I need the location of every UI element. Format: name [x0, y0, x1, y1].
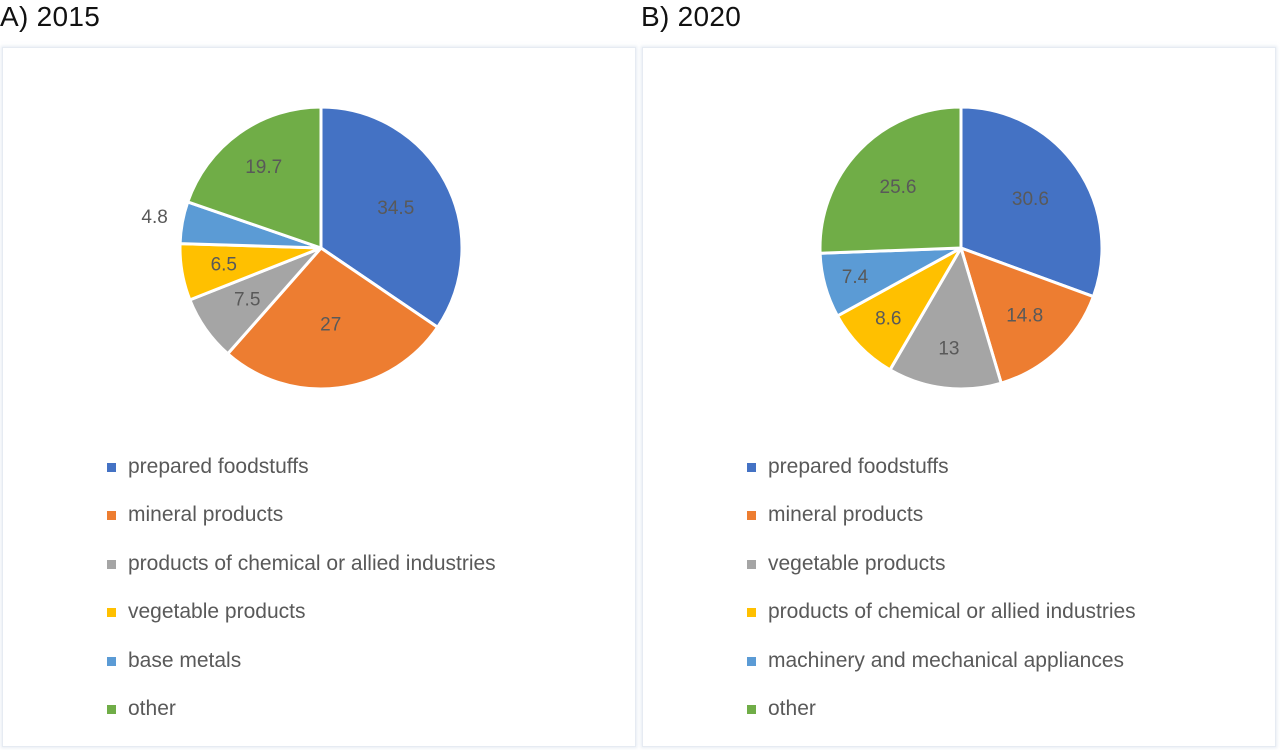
- pie-data-label: 34.5: [377, 198, 414, 219]
- legend-label: other: [768, 696, 816, 720]
- pie-slice-vegetable-products: [888, 246, 1003, 391]
- legend-item: products of chemical or allied industrie…: [107, 551, 496, 599]
- legend-swatch: [107, 608, 116, 618]
- legend-item: other: [107, 696, 496, 744]
- legend-swatch: [747, 463, 756, 472]
- pie-data-label: 13: [938, 338, 959, 359]
- pie-slice-mineral-products: [959, 246, 1095, 385]
- legend-label: mineral products: [128, 503, 284, 527]
- legend-item: base metals: [107, 648, 496, 696]
- legend-label: other: [128, 696, 176, 720]
- pie-slice-other: [818, 105, 963, 255]
- legend-swatch: [107, 656, 116, 666]
- chart-a-title: A) 2015: [0, 1, 101, 32]
- pie-data-label: 27: [320, 314, 341, 335]
- legend-label: base metals: [128, 648, 242, 672]
- pie-data-label: 6.5: [211, 255, 237, 276]
- chart-a-panel: 34.5 27 7.5 6.5 4.8 19.7 prepared foodstuffs …: [2, 47, 636, 747]
- legend-item: prepared foodstuffs: [107, 454, 496, 502]
- legend-swatch: [747, 511, 756, 521]
- pie-data-label: 7.4: [842, 267, 869, 288]
- legend-item: machinery and mechanical appliances: [747, 648, 1136, 696]
- legend-swatch: [107, 511, 116, 521]
- legend-label: machinery and mechanical appliances: [768, 648, 1125, 672]
- pie-data-label: 14.8: [1006, 305, 1043, 326]
- legend-item: vegetable products: [747, 551, 1136, 599]
- pie-data-label: 8.6: [875, 308, 901, 329]
- pie-data-label: 4.8: [141, 207, 167, 228]
- chart-b-pie: 30.6 14.8 13 8.6 7.4 25.6: [818, 105, 1104, 391]
- chart-a-legend: prepared foodstuffs mineral products pro…: [107, 454, 496, 744]
- legend-swatch: [107, 559, 116, 569]
- legend-item: mineral products: [747, 502, 1136, 550]
- legend-swatch: [747, 656, 756, 666]
- legend-item: vegetable products: [107, 599, 496, 647]
- legend-item: mineral products: [107, 502, 496, 550]
- legend-swatch: [747, 704, 756, 714]
- legend-swatch: [107, 704, 116, 714]
- legend-label: mineral products: [768, 503, 924, 527]
- chart-b-panel: 30.6 14.8 13 8.6 7.4 25.6 prepared foodstuffs…: [642, 47, 1276, 747]
- chart-b-legend: prepared foodstuffs mineral products veg…: [747, 454, 1136, 744]
- legend-label: products of chemical or allied industrie…: [768, 600, 1136, 624]
- legend-swatch: [747, 559, 756, 569]
- pie-data-label: 25.6: [880, 177, 917, 198]
- pie-slice-prepared-foodstuffs: [959, 105, 1104, 299]
- pie-slice-other: [186, 105, 323, 250]
- pie-slice-prepared-foodstuffs: [319, 105, 464, 329]
- pie-slice-mineral-products: [226, 246, 440, 391]
- legend-label: vegetable products: [768, 551, 946, 575]
- legend-item: prepared foodstuffs: [747, 454, 1136, 502]
- legend-swatch: [747, 608, 756, 618]
- legend-item: products of chemical or allied industrie…: [747, 599, 1136, 647]
- chart-a-pie: 34.5 27 7.5 6.5 4.8 19.7: [141, 105, 464, 391]
- legend-label: vegetable products: [128, 600, 306, 624]
- pie-data-label: 19.7: [245, 157, 282, 178]
- pie-data-label: 30.6: [1012, 189, 1049, 210]
- legend-item: other: [747, 696, 1136, 744]
- legend-label: products of chemical or allied industrie…: [128, 551, 496, 575]
- legend-label: prepared foodstuffs: [768, 455, 949, 478]
- chart-b-title: B) 2020: [641, 1, 742, 32]
- legend-label: prepared foodstuffs: [128, 455, 309, 478]
- pie-data-label: 7.5: [234, 289, 260, 310]
- legend-swatch: [107, 463, 116, 472]
